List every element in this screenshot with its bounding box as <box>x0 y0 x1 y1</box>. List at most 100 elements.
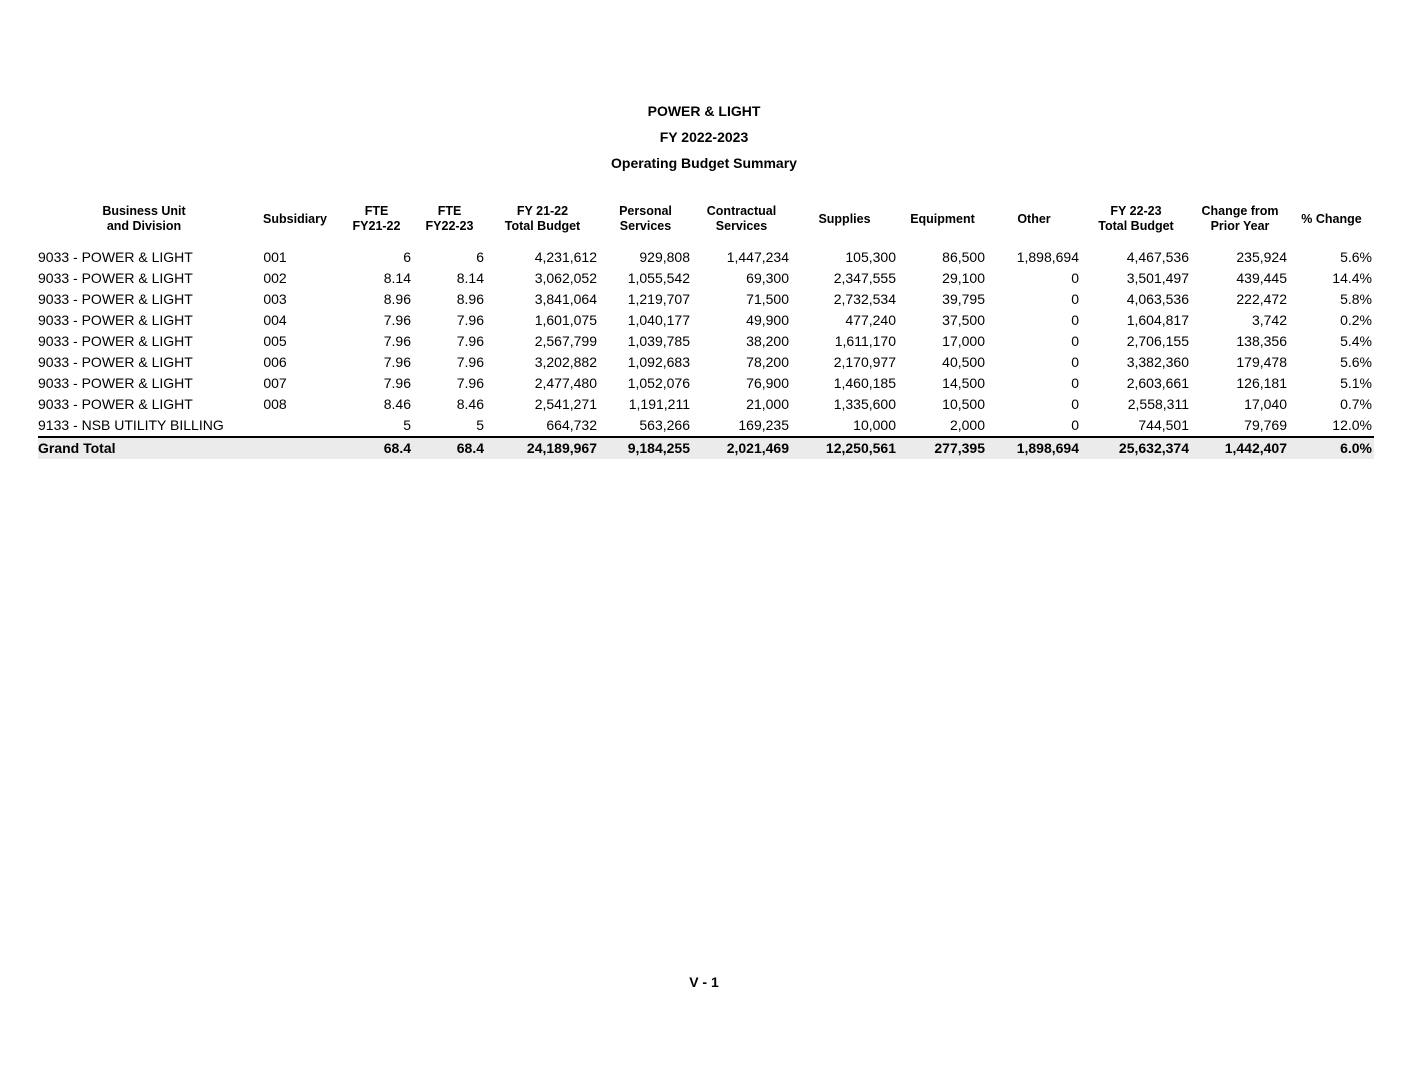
cell-supplies: 477,240 <box>845 312 896 328</box>
cell-fte-fy22-23: 6 <box>476 249 484 265</box>
cell-fte-fy21-22: 8.46 <box>383 396 411 412</box>
cell-fy22-23-total-budget: 4,063,536 <box>1126 291 1189 307</box>
table-row: 9033 - POWER & LIGHT 004 7.96 7.96 1,601,075… <box>38 310 1374 331</box>
cell-contractual-services: 38,200 <box>746 333 789 349</box>
cell-subsidiary: 004 <box>263 312 287 328</box>
cell-contractual-services: 2,021,469 <box>692 436 791 459</box>
cell-fte-fy22-23: 8.46 <box>456 396 484 412</box>
cell-pct-change: 12.0% <box>1332 417 1372 433</box>
cell-change-from-prior-year: 235,924 <box>1236 249 1287 265</box>
column-header-contractual-services: Contractual Services <box>706 204 777 233</box>
cell-other: 0 <box>1071 417 1079 433</box>
cell-change-from-prior-year: 79,769 <box>1244 417 1287 433</box>
cell-subsidiary: 002 <box>263 270 287 286</box>
table-row: 9033 - POWER & LIGHT 007 7.96 7.96 2,477,480… <box>38 373 1374 394</box>
cell-contractual-services: 1,447,234 <box>726 249 789 265</box>
cell-fy21-22-total-budget: 3,841,064 <box>534 291 597 307</box>
cell-equipment: 17,000 <box>942 333 985 349</box>
cell-pct-change: 5.4% <box>1340 333 1372 349</box>
cell-pct-change: 5.6% <box>1340 249 1372 265</box>
cell-supplies: 1,460,185 <box>833 375 896 391</box>
cell-business-unit-and-division: 9033 - POWER & LIGHT <box>38 249 193 265</box>
column-header-equipment: Equipment <box>910 211 975 226</box>
cell-other: 0 <box>1071 270 1079 286</box>
cell-change-from-prior-year: 179,478 <box>1236 354 1287 370</box>
cell-fte-fy22-23: 8.96 <box>456 291 484 307</box>
cell-pct-change: 0.2% <box>1340 312 1372 328</box>
cell-fy22-23-total-budget: 1,604,817 <box>1126 312 1189 328</box>
cell-contractual-services: 71,500 <box>746 291 789 307</box>
cell-other: 0 <box>1071 312 1079 328</box>
cell-business-unit-and-division: 9033 - POWER & LIGHT <box>38 333 193 349</box>
cell-fte-fy22-23: 7.96 <box>456 354 484 370</box>
cell-other: 0 <box>1071 354 1079 370</box>
cell-personal-services: 9,184,255 <box>599 436 692 459</box>
column-header-subsidiary: Subsidiary <box>263 211 327 226</box>
cell-personal-services: 1,055,542 <box>627 270 690 286</box>
cell-personal-services: 1,092,683 <box>627 354 690 370</box>
cell-business-unit-and-division: 9033 - POWER & LIGHT <box>38 375 193 391</box>
column-header-fte-fy21-22: FTE FY21-22 <box>352 204 401 233</box>
table-row: 9033 - POWER & LIGHT 003 8.96 8.96 3,841,064… <box>38 289 1374 310</box>
cell-fte-fy21-22: 7.96 <box>383 333 411 349</box>
report-fiscal-year: FY 2022-2023 <box>659 129 749 145</box>
cell-fy22-23-total-budget: 3,501,497 <box>1126 270 1189 286</box>
cell-fte-fy22-23: 8.14 <box>456 270 484 286</box>
cell-fy22-23-total-budget: 2,603,661 <box>1126 375 1189 391</box>
cell-fte-fy21-22: 7.96 <box>383 375 411 391</box>
cell-other: 1,898,694 <box>987 436 1081 459</box>
cell-supplies: 1,335,600 <box>833 396 896 412</box>
cell-fte-fy22-23: 7.96 <box>456 312 484 328</box>
cell-subsidiary <box>250 436 340 459</box>
cell-fte-fy21-22: 7.96 <box>383 312 411 328</box>
cell-pct-change: 14.4% <box>1332 270 1372 286</box>
table-body: 9033 - POWER & LIGHT 001 6 6 4,231,612 929,80… <box>38 247 1374 459</box>
cell-supplies: 2,347,555 <box>833 270 896 286</box>
table-row: 9033 - POWER & LIGHT 002 8.14 8.14 3,062,052… <box>38 268 1374 289</box>
cell-fy22-23-total-budget: 744,501 <box>1138 417 1189 433</box>
column-header-business-unit-and-division: Business Unit and Division <box>102 204 186 233</box>
cell-fy22-23-total-budget: 25,632,374 <box>1081 436 1191 459</box>
column-header-change-from-prior-year: Change from Prior Year <box>1201 204 1279 233</box>
cell-personal-services: 1,040,177 <box>627 312 690 328</box>
cell-pct-change: 5.8% <box>1340 291 1372 307</box>
page-number: V - 1 <box>689 974 719 990</box>
cell-supplies: 2,170,977 <box>833 354 896 370</box>
table-row: 9033 - POWER & LIGHT 001 6 6 4,231,612 929,80… <box>38 247 1374 268</box>
cell-fy21-22-total-budget: 4,231,612 <box>534 249 597 265</box>
cell-fte-fy21-22: 5 <box>403 417 411 433</box>
column-header-other: Other <box>1017 211 1051 226</box>
cell-equipment: 40,500 <box>942 354 985 370</box>
cell-subsidiary: 007 <box>263 375 287 391</box>
cell-business-unit-and-division: 9033 - POWER & LIGHT <box>38 396 193 412</box>
cell-fte-fy21-22: 68.4 <box>340 436 413 459</box>
cell-business-unit-and-division: 9033 - POWER & LIGHT <box>38 291 193 307</box>
cell-personal-services: 929,808 <box>639 249 690 265</box>
cell-pct-change: 6.0% <box>1289 436 1374 459</box>
cell-contractual-services: 21,000 <box>746 396 789 412</box>
report-title: POWER & LIGHT <box>647 103 761 119</box>
table-header: Business Unit and Division Subsidiary FTE FY… <box>38 204 1374 247</box>
cell-supplies: 2,732,534 <box>833 291 896 307</box>
header-row: Business Unit and Division Subsidiary FTE FY… <box>38 204 1374 247</box>
cell-supplies: 10,000 <box>853 417 896 433</box>
cell-pct-change: 5.1% <box>1340 375 1372 391</box>
cell-supplies: 105,300 <box>845 249 896 265</box>
cell-fy21-22-total-budget: 3,062,052 <box>534 270 597 286</box>
report-subtitle: Operating Budget Summary <box>611 155 797 171</box>
title-block: POWER & LIGHT FY 2022-2023 Operating Bud… <box>0 98 1408 176</box>
cell-equipment: 39,795 <box>942 291 985 307</box>
cell-fy21-22-total-budget: 2,477,480 <box>534 375 597 391</box>
cell-fy21-22-total-budget: 3,202,882 <box>534 354 597 370</box>
cell-contractual-services: 69,300 <box>746 270 789 286</box>
cell-contractual-services: 169,235 <box>738 417 789 433</box>
cell-fy21-22-total-budget: 2,567,799 <box>534 333 597 349</box>
table-row: 9133 - NSB UTILITY BILLING 5 5 664,732 563,2… <box>38 415 1374 437</box>
cell-fy21-22-total-budget: 24,189,967 <box>486 436 599 459</box>
cell-fy21-22-total-budget: 1,601,075 <box>534 312 597 328</box>
cell-fte-fy22-23: 5 <box>476 417 484 433</box>
cell-subsidiary: 003 <box>263 291 287 307</box>
column-header-supplies: Supplies <box>818 211 871 226</box>
cell-fy22-23-total-budget: 3,382,360 <box>1126 354 1189 370</box>
